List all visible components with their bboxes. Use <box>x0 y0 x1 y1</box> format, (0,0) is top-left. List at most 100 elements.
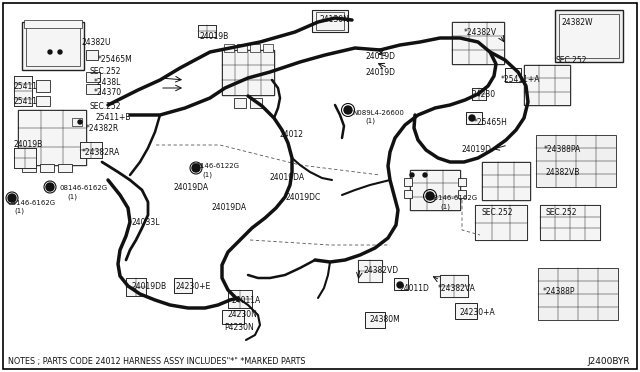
Text: 24230+E: 24230+E <box>176 282 211 291</box>
Bar <box>555 10 623 62</box>
Bar <box>250 44 260 52</box>
Circle shape <box>46 183 54 191</box>
Text: (1): (1) <box>365 118 375 125</box>
Bar <box>237 44 247 52</box>
Text: 08146-6162G: 08146-6162G <box>59 185 107 191</box>
Text: 24019D: 24019D <box>365 52 395 61</box>
Text: *24382VA: *24382VA <box>438 284 476 293</box>
Bar <box>14 148 36 168</box>
Bar <box>36 80 50 92</box>
Text: SEC.252: SEC.252 <box>556 56 588 65</box>
Bar <box>72 118 82 126</box>
Text: 24012: 24012 <box>280 130 304 139</box>
Bar <box>458 178 466 186</box>
Text: *25465M: *25465M <box>98 55 132 64</box>
Text: (1): (1) <box>14 208 24 215</box>
Text: 25411+B: 25411+B <box>96 113 131 122</box>
Text: 24019D: 24019D <box>365 68 395 77</box>
Text: 25411: 25411 <box>14 97 38 106</box>
Bar <box>198 25 216 37</box>
Bar <box>126 278 146 296</box>
Text: (1): (1) <box>202 172 212 179</box>
Bar <box>559 14 619 58</box>
Text: B: B <box>198 164 202 170</box>
Bar <box>228 290 252 308</box>
Bar <box>80 142 102 158</box>
Text: 08146-6162G: 08146-6162G <box>7 200 55 206</box>
Circle shape <box>192 164 200 172</box>
Bar <box>538 268 618 320</box>
Text: 24382VD: 24382VD <box>363 266 398 275</box>
Circle shape <box>423 173 427 177</box>
Bar <box>40 164 54 172</box>
Bar <box>455 303 477 319</box>
Bar <box>404 190 412 198</box>
Text: 24380M: 24380M <box>370 315 401 324</box>
Text: 24382U: 24382U <box>82 38 111 47</box>
Text: *2438L: *2438L <box>94 78 122 87</box>
Bar <box>524 65 570 105</box>
Bar <box>86 72 100 82</box>
Text: 24019D: 24019D <box>462 145 492 154</box>
Bar <box>86 84 100 94</box>
Text: (1): (1) <box>67 193 77 199</box>
Bar <box>80 142 102 158</box>
Text: N: N <box>346 108 350 112</box>
Bar <box>472 88 486 100</box>
Bar <box>22 164 36 172</box>
Circle shape <box>48 50 52 54</box>
Text: 24033L: 24033L <box>132 218 161 227</box>
Bar <box>198 25 216 37</box>
Bar <box>222 50 274 95</box>
Bar <box>440 275 468 297</box>
Text: 25411: 25411 <box>14 82 38 91</box>
Text: 24019B: 24019B <box>14 140 44 149</box>
Bar <box>14 76 32 106</box>
Text: 08146-6122G: 08146-6122G <box>192 163 240 169</box>
Text: SEC.252: SEC.252 <box>545 208 577 217</box>
Text: J2400BYR: J2400BYR <box>588 357 630 366</box>
Bar <box>475 205 527 240</box>
Text: SEC.252: SEC.252 <box>90 102 122 111</box>
Bar <box>458 190 466 198</box>
Circle shape <box>78 120 82 124</box>
Circle shape <box>344 106 352 114</box>
Bar <box>540 205 600 240</box>
Bar <box>58 164 72 172</box>
Bar <box>482 162 530 200</box>
Bar <box>174 278 192 293</box>
Bar <box>358 260 382 282</box>
Text: 24230: 24230 <box>472 90 496 99</box>
Bar <box>440 275 468 297</box>
Bar <box>36 96 50 106</box>
Bar <box>14 76 32 106</box>
Text: NOTES ; PARTS CODE 24012 HARNESS ASSY INCLUDES"*" *MARKED PARTS: NOTES ; PARTS CODE 24012 HARNESS ASSY IN… <box>8 357 305 366</box>
Text: *24370: *24370 <box>94 88 122 97</box>
Text: *24382V: *24382V <box>464 28 497 37</box>
Bar <box>505 68 521 82</box>
Bar <box>404 178 412 186</box>
Bar <box>524 65 570 105</box>
Circle shape <box>397 282 403 288</box>
Bar <box>228 290 252 308</box>
Bar <box>234 98 246 108</box>
Text: 24011D: 24011D <box>400 284 430 293</box>
Bar <box>22 22 84 70</box>
Text: 24019DA: 24019DA <box>212 203 247 212</box>
Text: 24019DB: 24019DB <box>132 282 167 291</box>
Circle shape <box>58 50 62 54</box>
Bar <box>536 135 616 187</box>
Text: N089L4-26600: N089L4-26600 <box>352 110 404 116</box>
Bar <box>224 44 234 52</box>
Text: *24382R: *24382R <box>86 124 119 133</box>
Text: 24019DA: 24019DA <box>270 173 305 182</box>
Text: 24230N: 24230N <box>228 310 258 319</box>
Circle shape <box>426 192 434 200</box>
Text: 08146-6162G: 08146-6162G <box>430 195 478 201</box>
Bar <box>26 26 80 66</box>
Bar <box>410 170 460 210</box>
Text: 24019DC: 24019DC <box>285 193 320 202</box>
Text: SEC.252: SEC.252 <box>90 67 122 76</box>
Bar <box>222 50 274 95</box>
Bar <box>466 112 482 124</box>
